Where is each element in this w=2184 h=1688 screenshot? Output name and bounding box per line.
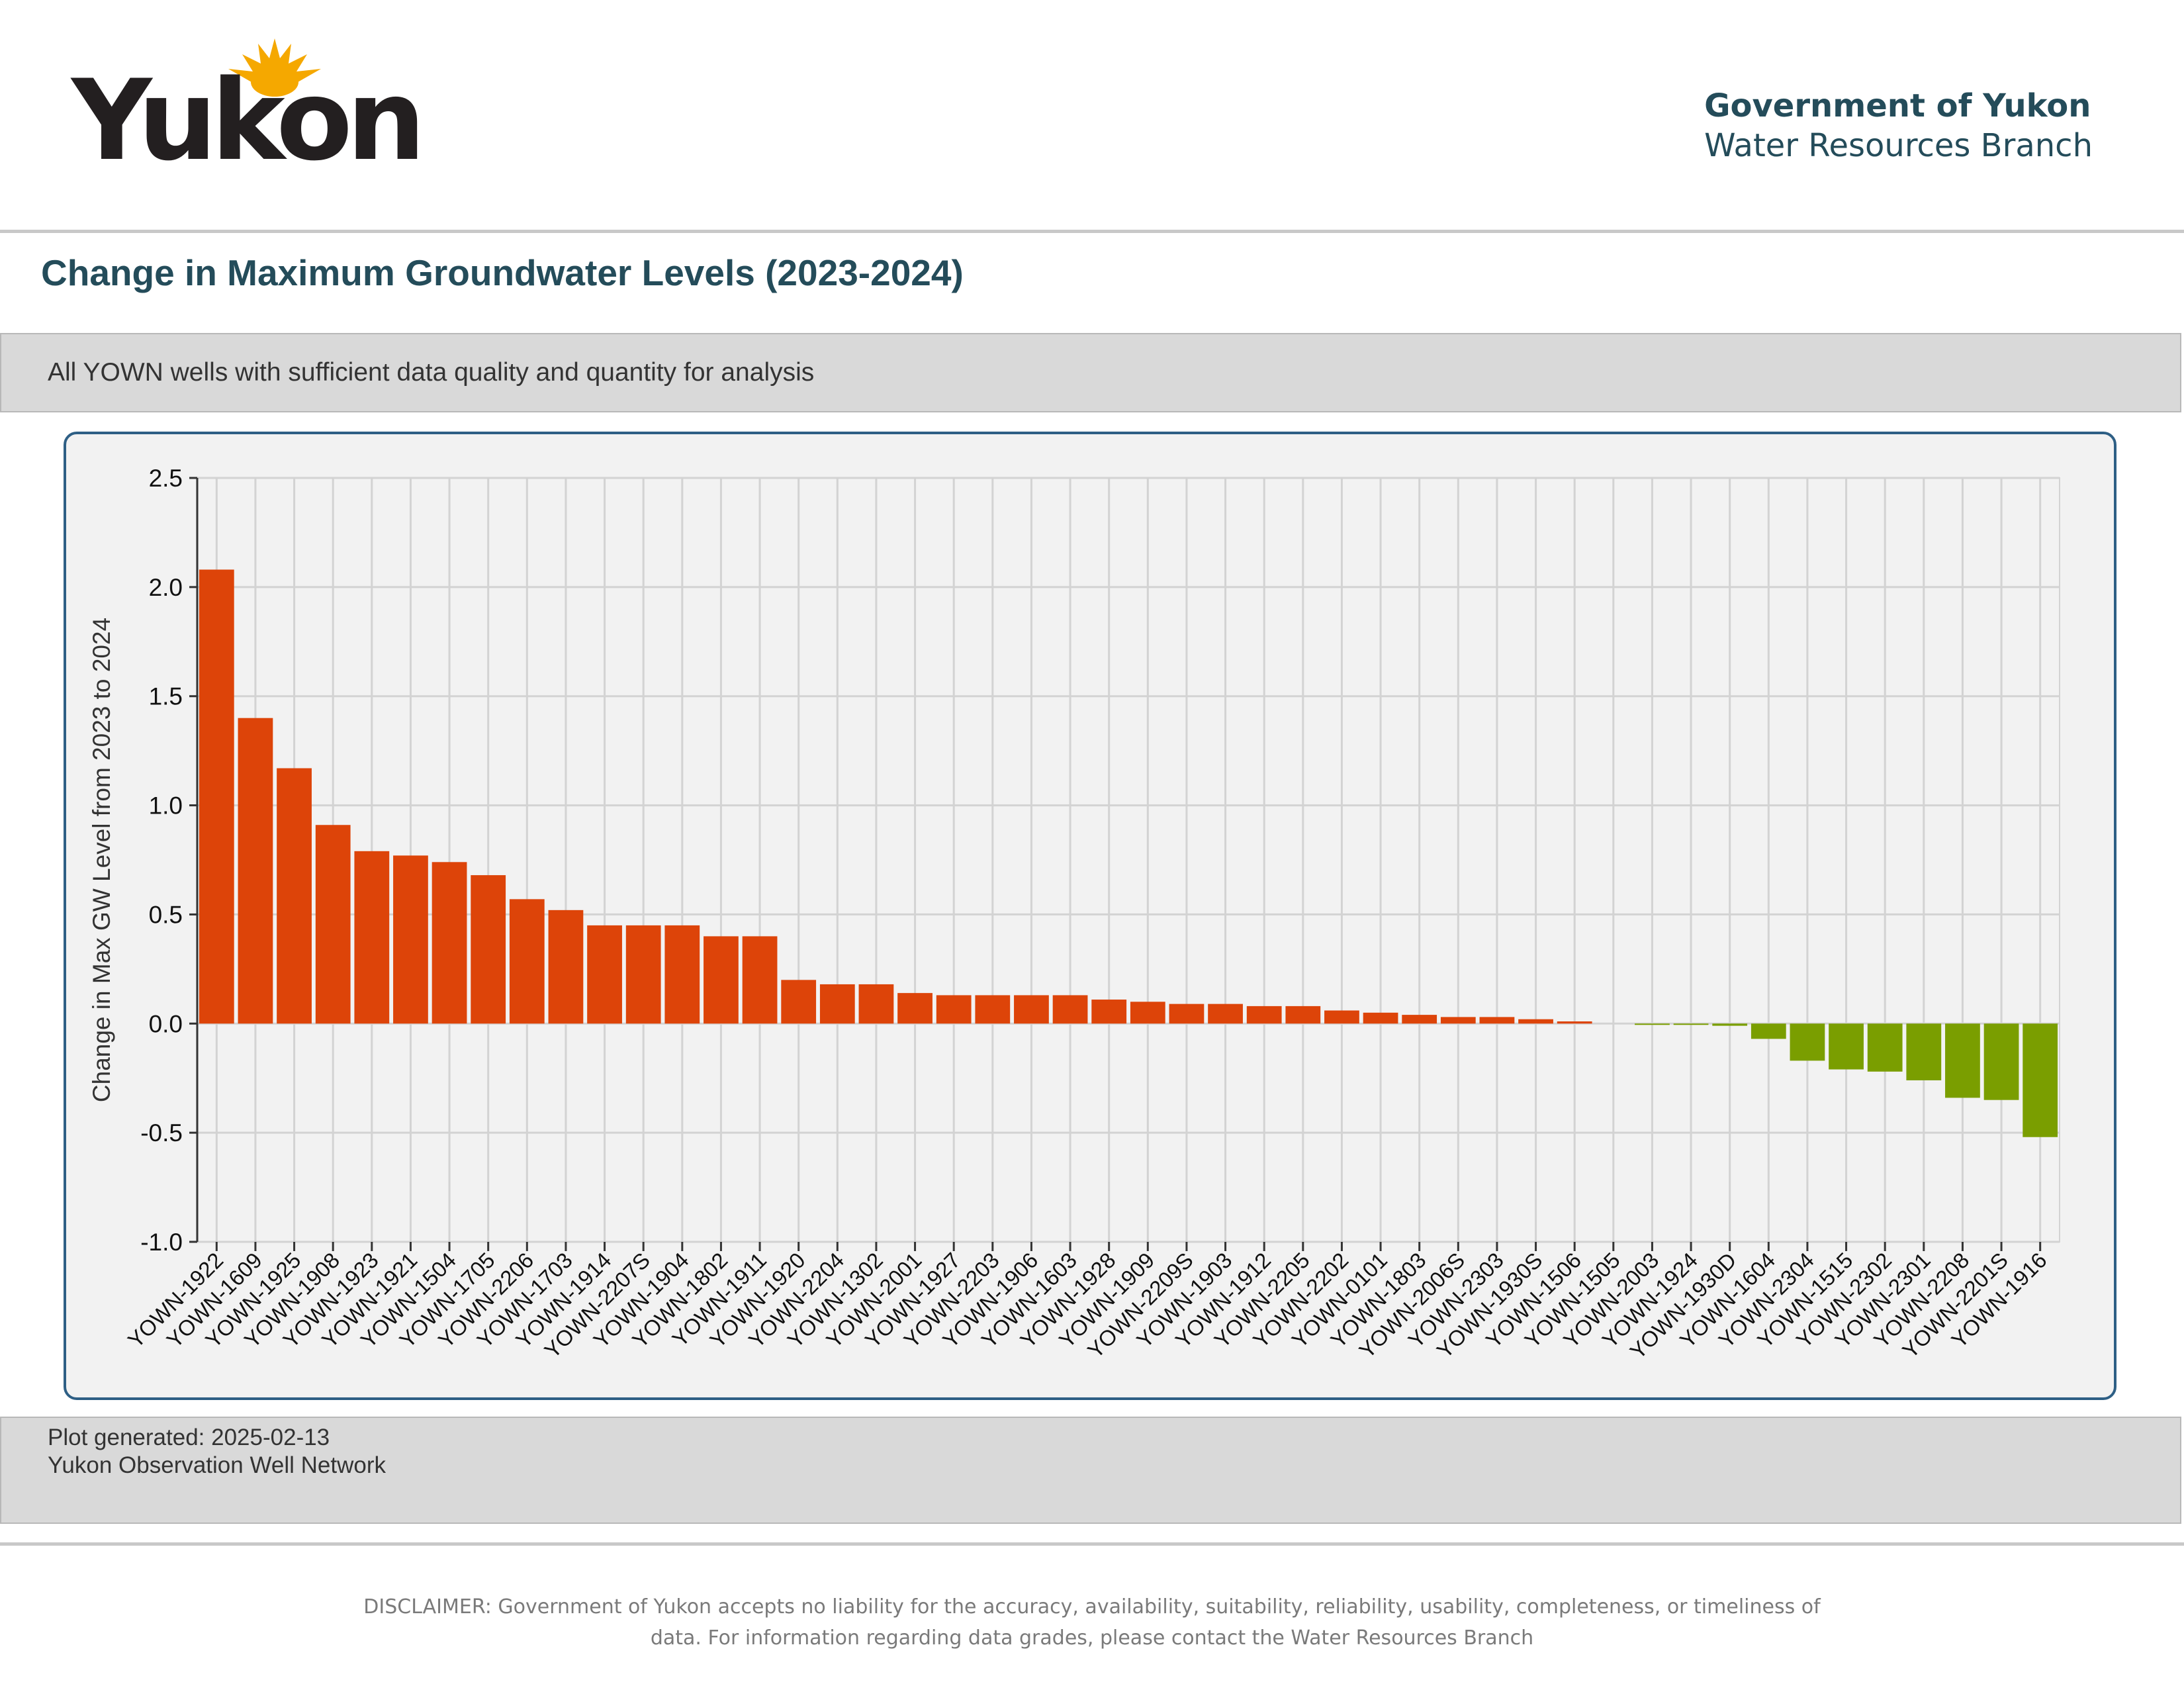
- logo-wordmark: Yukon: [71, 56, 426, 185]
- bar-yown-1609: [238, 718, 273, 1024]
- y-tick-label: -1.0: [140, 1229, 183, 1256]
- bar-yown-1302: [858, 984, 894, 1024]
- bar-yown-2301: [1906, 1023, 1942, 1081]
- bar-yown-1908: [315, 825, 351, 1024]
- bar-yown-1504: [432, 862, 467, 1024]
- bar-yown-2003: [1635, 1023, 1670, 1025]
- bar-yown-1930d: [1712, 1023, 1748, 1026]
- subtitle-bar: All YOWN wells with sufficient data qual…: [0, 333, 2181, 412]
- bar-yown-2209s: [1169, 1004, 1205, 1024]
- organization-name: Government of Yukon: [1704, 87, 2091, 124]
- bar-yown-1923: [354, 851, 390, 1024]
- bar-yown-1604: [1751, 1023, 1786, 1039]
- bar-yown-2304: [1790, 1023, 1825, 1061]
- bar-yown-2001: [897, 993, 933, 1024]
- bar-yown-2207s: [625, 925, 661, 1024]
- header-divider: [0, 230, 2184, 233]
- plot-generated-date: Plot generated: 2025-02-13: [48, 1425, 330, 1450]
- bar-yown-1914: [587, 925, 622, 1024]
- bar-yown-1928: [1091, 1000, 1127, 1024]
- sun-core: [251, 68, 298, 97]
- bar-yown-1924: [1673, 1023, 1709, 1025]
- bar-yown-1930s: [1518, 1019, 1553, 1024]
- bar-yown-1802: [704, 936, 739, 1024]
- sun-icon: [228, 38, 321, 97]
- y-tick-label: 1.5: [149, 683, 183, 710]
- organization-block: Government of Yukon Water Resources Bran…: [1704, 86, 2093, 165]
- bar-yown-1925: [277, 768, 312, 1024]
- network-name: Yukon Observation Well Network: [48, 1452, 386, 1478]
- bar-yown-1927: [936, 995, 972, 1024]
- footer-divider: [0, 1542, 2184, 1546]
- bar-yown-1603: [1052, 995, 1088, 1024]
- bar-yown-2206: [509, 899, 545, 1024]
- bar-yown-1906: [1014, 995, 1049, 1024]
- bar-yown-1903: [1208, 1004, 1243, 1024]
- bar-yown-1912: [1246, 1006, 1282, 1024]
- bar-yown-1916: [2023, 1023, 2058, 1137]
- y-tick-label: 2.5: [149, 465, 183, 492]
- chart-panel: -1.0 -0.5 0.0 0.5 1.0 1.5 2.0 2.5 YOWN-1922 YOWN-…: [64, 432, 2116, 1400]
- branch-name: Water Resources Branch: [1704, 127, 2093, 164]
- bar-yown-2202: [1324, 1010, 1359, 1024]
- bar-yown-1922: [199, 569, 234, 1024]
- bar-yown-2303: [1479, 1017, 1515, 1024]
- disclaimer-text: DISCLAIMER: Government of Yukon accepts …: [363, 1595, 1821, 1650]
- bar-yown-1803: [1402, 1015, 1437, 1024]
- bar-yown-1705: [471, 875, 506, 1024]
- y-tick-label: 0.0: [149, 1010, 183, 1037]
- footer-bar: Plot generated: 2025-02-13 Yukon Observa…: [0, 1417, 2181, 1524]
- bar-yown-1909: [1130, 1002, 1165, 1024]
- yukon-logo: Yukon: [71, 38, 426, 176]
- bar-yown-2006s: [1440, 1017, 1476, 1024]
- bar-yown-2302: [1867, 1023, 1903, 1072]
- page-title: Change in Maximum Groundwater Levels (20…: [41, 252, 964, 293]
- bar-yown-1920: [781, 980, 817, 1024]
- sun-rays: [228, 38, 321, 82]
- bar-yown-1703: [548, 910, 584, 1024]
- bar-yown-1506: [1557, 1021, 1592, 1024]
- bar-yown-2208: [1945, 1023, 1980, 1098]
- bar-yown-1911: [742, 936, 778, 1024]
- bar-yown-1904: [664, 925, 700, 1024]
- y-tick-label: 1.0: [149, 792, 183, 820]
- bar-yown-2203: [975, 995, 1011, 1024]
- bar-yown-2204: [819, 984, 855, 1024]
- bar-yown-1515: [1829, 1023, 1864, 1070]
- bar-yown-2205: [1285, 1006, 1321, 1024]
- bar-yown-2201s: [1983, 1023, 2019, 1100]
- bar-yown-1921: [393, 855, 428, 1024]
- y-tick-label: -0.5: [140, 1119, 183, 1147]
- bar-yown-0101: [1363, 1012, 1398, 1024]
- y-tick-label: 0.5: [149, 901, 183, 928]
- y-tick-label: 2.0: [149, 574, 183, 601]
- y-axis-title: Change in Max GW Level from 2023 to 2024: [88, 618, 115, 1102]
- bar-chart: -1.0-0.50.00.51.01.52.02.5YOWN-1922YOWN-…: [88, 465, 2060, 1364]
- plot-area: [197, 477, 2060, 1243]
- subtitle-text: All YOWN wells with sufficient data qual…: [48, 358, 815, 387]
